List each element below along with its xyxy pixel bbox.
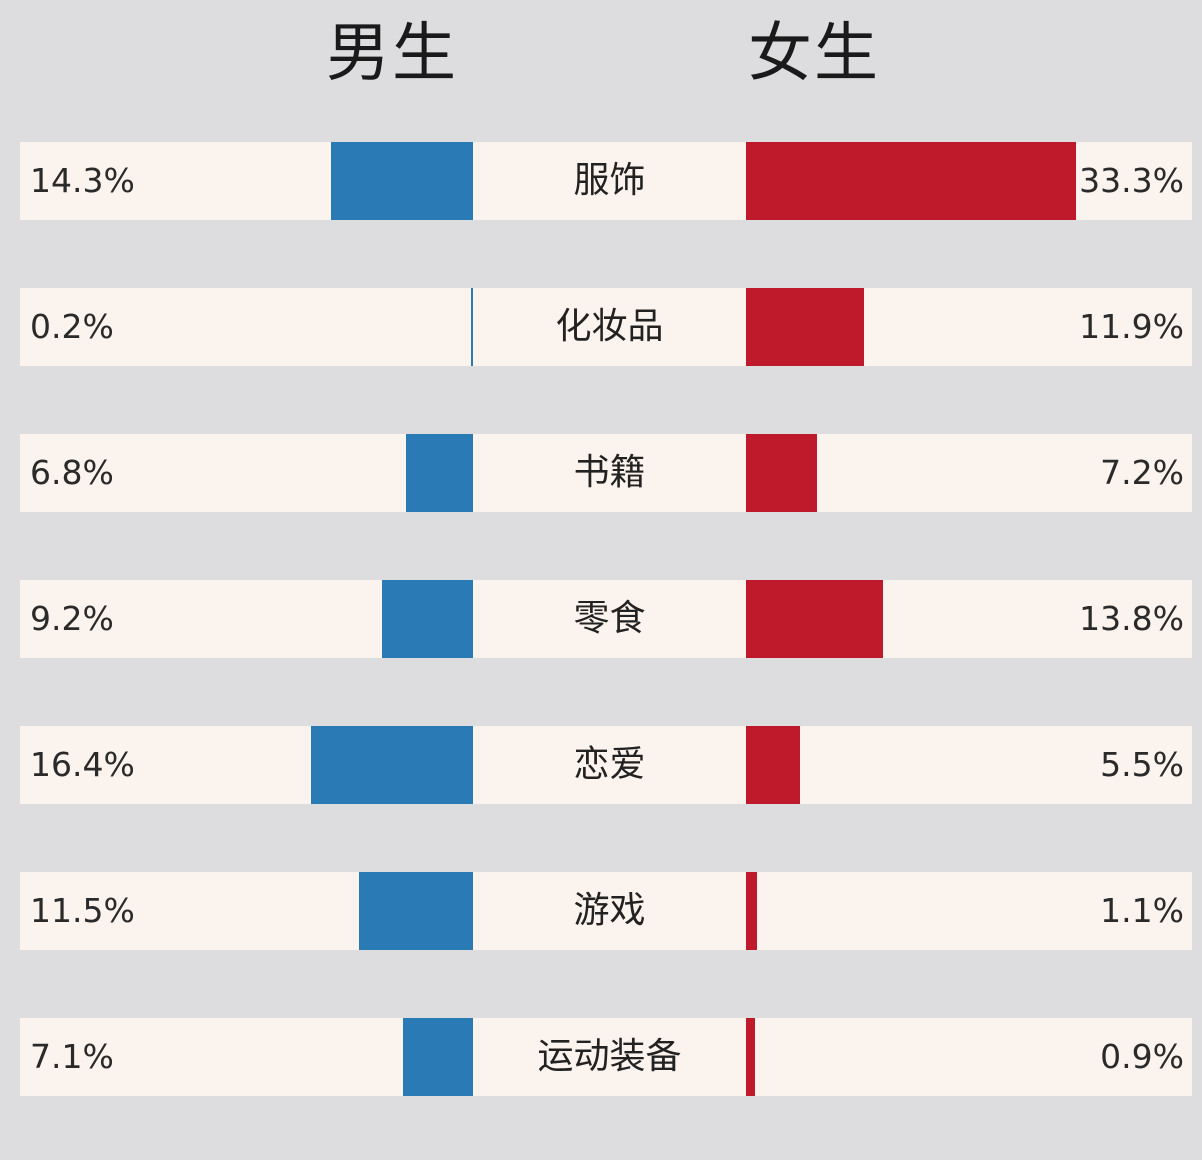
female-percent: 33.3% xyxy=(1079,161,1184,200)
female-bar xyxy=(746,726,801,804)
male-bar xyxy=(381,580,473,658)
male-bar xyxy=(310,726,473,804)
male-bar xyxy=(402,1018,473,1096)
chart-row: 0.2% 化妆品 11.9% xyxy=(20,288,1192,366)
category-label: 游戏 xyxy=(573,890,646,931)
male-percent: 11.5% xyxy=(30,891,135,930)
chart-row: 9.2% 零食 13.8% xyxy=(20,580,1192,658)
female-bar xyxy=(746,1018,755,1096)
male-bar xyxy=(331,142,473,220)
female-bar xyxy=(746,142,1076,220)
female-bar xyxy=(746,434,818,512)
female-bar xyxy=(746,580,883,658)
male-header: 男生 xyxy=(326,17,458,91)
female-percent: 0.9% xyxy=(1100,1037,1184,1076)
female-percent: 1.1% xyxy=(1100,891,1184,930)
male-percent: 7.1% xyxy=(30,1037,114,1076)
male-bar xyxy=(471,288,473,366)
chart-row: 7.1% 运动装备 0.9% xyxy=(20,1018,1192,1096)
male-percent: 9.2% xyxy=(30,599,114,638)
female-percent: 5.5% xyxy=(1100,745,1184,784)
male-percent: 0.2% xyxy=(30,307,114,346)
female-percent: 7.2% xyxy=(1100,453,1184,492)
category-label: 服饰 xyxy=(573,160,646,201)
female-header: 女生 xyxy=(748,17,880,91)
female-percent: 13.8% xyxy=(1079,599,1184,638)
male-percent: 16.4% xyxy=(30,745,135,784)
category-label: 化妆品 xyxy=(555,306,664,347)
male-bar xyxy=(405,434,473,512)
female-bar xyxy=(746,872,757,950)
female-bar xyxy=(746,288,864,366)
male-percent: 6.8% xyxy=(30,453,114,492)
category-label: 恋爱 xyxy=(573,744,646,785)
chart-row: 6.8% 书籍 7.2% xyxy=(20,434,1192,512)
male-percent: 14.3% xyxy=(30,161,135,200)
female-percent: 11.9% xyxy=(1079,307,1184,346)
chart-row: 16.4% 恋爱 5.5% xyxy=(20,726,1192,804)
male-bar xyxy=(359,872,473,950)
category-label: 书籍 xyxy=(573,452,646,493)
chart-row: 11.5% 游戏 1.1% xyxy=(20,872,1192,950)
category-label: 运动装备 xyxy=(537,1036,682,1077)
chart-row: 14.3% 服饰 33.3% xyxy=(20,142,1192,220)
category-label: 零食 xyxy=(573,598,646,639)
